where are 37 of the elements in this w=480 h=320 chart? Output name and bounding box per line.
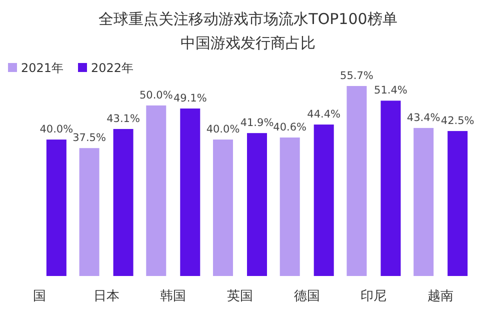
- bar: [146, 105, 166, 276]
- data-label: 37.5%: [72, 132, 106, 144]
- data-label: 49.1%: [173, 92, 207, 105]
- data-label: 43.1%: [106, 112, 140, 125]
- x-tick-label: 印尼: [360, 289, 387, 304]
- bar: [380, 100, 401, 276]
- bar: [213, 140, 233, 276]
- bar: [113, 128, 134, 276]
- x-tick-label: 英国: [227, 289, 253, 304]
- bar: [448, 131, 468, 276]
- data-label: 44.4%: [307, 108, 341, 121]
- x-tick-label: 越南: [428, 289, 454, 304]
- bar: [79, 148, 100, 276]
- bar: [46, 140, 66, 276]
- chart-title: 全球重点关注移动游戏市场流水TOP100榜单: [98, 10, 398, 28]
- legend-label: 2022年: [91, 61, 134, 75]
- data-label: 40.0%: [40, 124, 74, 136]
- bar: [280, 138, 300, 276]
- bar: [180, 108, 200, 276]
- bar: [314, 124, 334, 276]
- data-label: 51.4%: [374, 84, 408, 97]
- data-label: 43.4%: [406, 112, 440, 124]
- data-label: 40.0%: [206, 124, 240, 136]
- legend-label: 2021年: [21, 61, 64, 75]
- data-label: 42.5%: [440, 115, 474, 128]
- x-tick-label: 韩国: [160, 289, 186, 304]
- data-label: 50.0%: [139, 89, 173, 102]
- data-label: 41.9%: [240, 117, 274, 130]
- bar: [346, 86, 367, 276]
- x-tick-label: 国: [32, 289, 46, 304]
- bar: [247, 133, 267, 276]
- data-label: 40.6%: [273, 122, 307, 134]
- data-label: 55.7%: [340, 70, 374, 82]
- x-tick-label: 日本: [93, 289, 120, 304]
- x-tick-label: 德国: [294, 289, 320, 304]
- bar: [414, 128, 434, 276]
- chart-subtitle: 中国游戏发行商占比: [180, 34, 316, 52]
